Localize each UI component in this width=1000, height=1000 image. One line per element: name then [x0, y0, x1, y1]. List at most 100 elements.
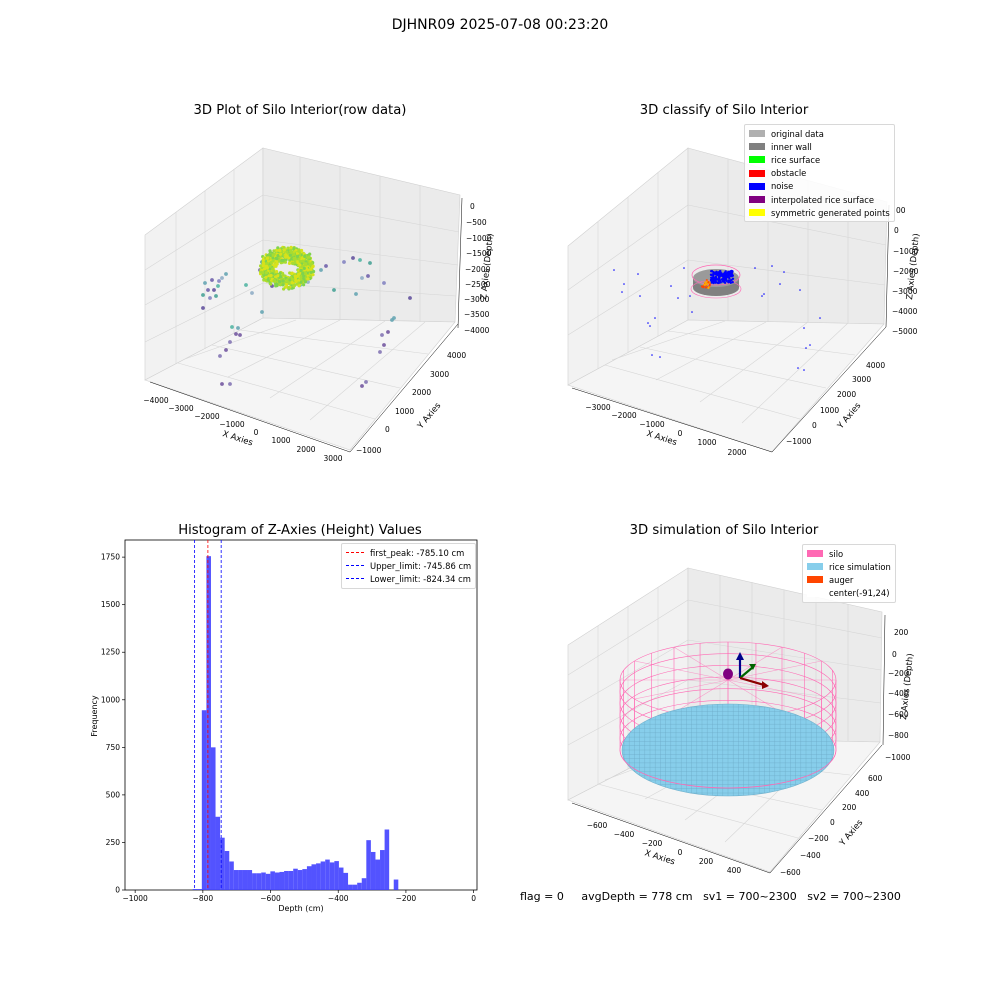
panel2-legend-label: interpolated rice surface: [771, 194, 874, 205]
panel1-point: [201, 293, 205, 297]
panel1-point: [292, 256, 296, 261]
panel2-point: [712, 274, 715, 277]
panel2-point: [719, 280, 722, 283]
panel1-z-tick: −3500: [464, 310, 490, 319]
panel1-y-label: Y Axies: [415, 401, 443, 432]
histogram-bar: [201, 710, 207, 890]
panel2-point: [621, 291, 623, 293]
panel1-point: [284, 282, 289, 287]
panel1-point: [293, 274, 297, 278]
panel2-point: [691, 311, 693, 313]
panel1-z-tick: 0: [470, 202, 475, 211]
panel1-point: [309, 268, 313, 272]
panel3-x-label: Depth (cm): [278, 904, 323, 913]
panel2-z-tick: −5000: [892, 327, 918, 336]
panel1-point: [282, 248, 286, 252]
panel1-point: [220, 382, 224, 386]
panel1-point: [298, 263, 302, 267]
panel1-point: [288, 253, 292, 257]
panel2-point: [715, 278, 719, 281]
panel4-z-ticks: 200 0 −200 −400 −600 −800 −1000: [885, 628, 911, 762]
panel2-legend-swatch: [749, 182, 765, 190]
panel1-point: [360, 276, 364, 280]
panel1-point: [378, 350, 382, 354]
panel2-points: [613, 264, 821, 371]
panel2-point: [670, 285, 672, 287]
panel1-x-tick: 0: [254, 428, 259, 437]
panel2-point: [722, 277, 725, 280]
panel4-y-tick: −400: [800, 851, 821, 860]
panel1-x-tick: −1000: [219, 420, 245, 429]
panel1-point: [392, 316, 396, 320]
panel1-point: [259, 264, 263, 268]
panel1-point: [360, 384, 364, 388]
panel2-point: [710, 273, 713, 277]
panel1-point: [212, 288, 216, 292]
panel2-legend-item: interpolated rice surface: [749, 193, 890, 206]
panel1-point: [319, 268, 323, 272]
panel1-point: [281, 283, 285, 287]
panel1-point: [218, 354, 222, 358]
histogram-bar: [366, 840, 371, 890]
panel1-point: [297, 284, 301, 288]
panel4-x-tick: −400: [614, 830, 635, 839]
histogram-bar: [288, 870, 294, 890]
panel1-point: [408, 296, 412, 300]
panel1-point: [311, 273, 315, 277]
histogram-bar: [220, 837, 225, 890]
panel1-point: [268, 264, 272, 268]
panel1-point: [261, 260, 265, 264]
silo-cap-spoke: [634, 679, 729, 700]
panel4-z-tick: −1000: [885, 753, 911, 762]
panel1-x-tick: −4000: [143, 396, 169, 405]
panel2-y-tick: 3000: [852, 375, 871, 384]
panel3-frame: [124, 539, 478, 891]
panel2-point: [637, 273, 639, 275]
panel2-point: [709, 279, 713, 282]
panel4-z-tick: −200: [888, 669, 909, 678]
panel2-point: [710, 270, 713, 273]
panel1-title: 3D Plot of Silo Interior(row data): [193, 103, 407, 118]
panel2-point: [654, 317, 656, 319]
panel2-point: [728, 276, 731, 280]
panel2-point: [704, 281, 707, 284]
figure-title: DJHNR09 2025-07-08 00:23:20: [391, 17, 609, 33]
panel4-legend-swatch: [807, 576, 823, 584]
panel1-point: [299, 268, 303, 273]
histogram-bar: [242, 870, 248, 890]
panel3-legend-swatch: [346, 552, 364, 554]
panel3-legend-swatch: [346, 578, 364, 580]
panel1-point: [272, 249, 276, 253]
panel1-point: [299, 275, 303, 279]
panel2-legend-label: original data: [771, 128, 824, 139]
panel1-z-tick: −2500: [465, 280, 491, 289]
panel2-point: [805, 347, 807, 349]
panel1-point: [266, 256, 270, 260]
panel1-point: [230, 325, 234, 329]
histogram-bar: [206, 556, 211, 890]
panel3-title: Histogram of Z-Axies (Height) Values: [178, 523, 422, 538]
panel2-point: [704, 283, 708, 286]
panel4-z-tick: 200: [894, 628, 909, 637]
panel4-legend-item: rice simulation: [807, 560, 891, 573]
panel2-legend-swatch: [749, 196, 765, 204]
panel4-title: 3D simulation of Silo Interior: [629, 523, 819, 538]
panel4-y-tick: −600: [780, 868, 801, 877]
panel1-point: [299, 280, 303, 284]
histogram-bar: [334, 861, 339, 890]
panel1-point: [236, 326, 240, 330]
panel1-point: [290, 271, 294, 275]
auger-z-arrow: [736, 652, 744, 660]
panel1-x-tick: 2000: [296, 445, 315, 454]
panel2-point: [724, 277, 728, 280]
panel1-point: [285, 250, 289, 254]
panel2-point: [731, 281, 734, 284]
panel2-point: [712, 281, 715, 285]
panel1-point: [208, 296, 212, 300]
panel1-point: [210, 278, 214, 282]
panel3-bars: [192, 556, 399, 890]
panel2-point: [723, 281, 727, 284]
panel2-legend-label: obstacle: [771, 168, 807, 179]
panel3-legend: first_peak: -785.10 cm Upper_limit: -745.…: [341, 543, 477, 589]
y-tick-label: 0: [115, 886, 120, 895]
